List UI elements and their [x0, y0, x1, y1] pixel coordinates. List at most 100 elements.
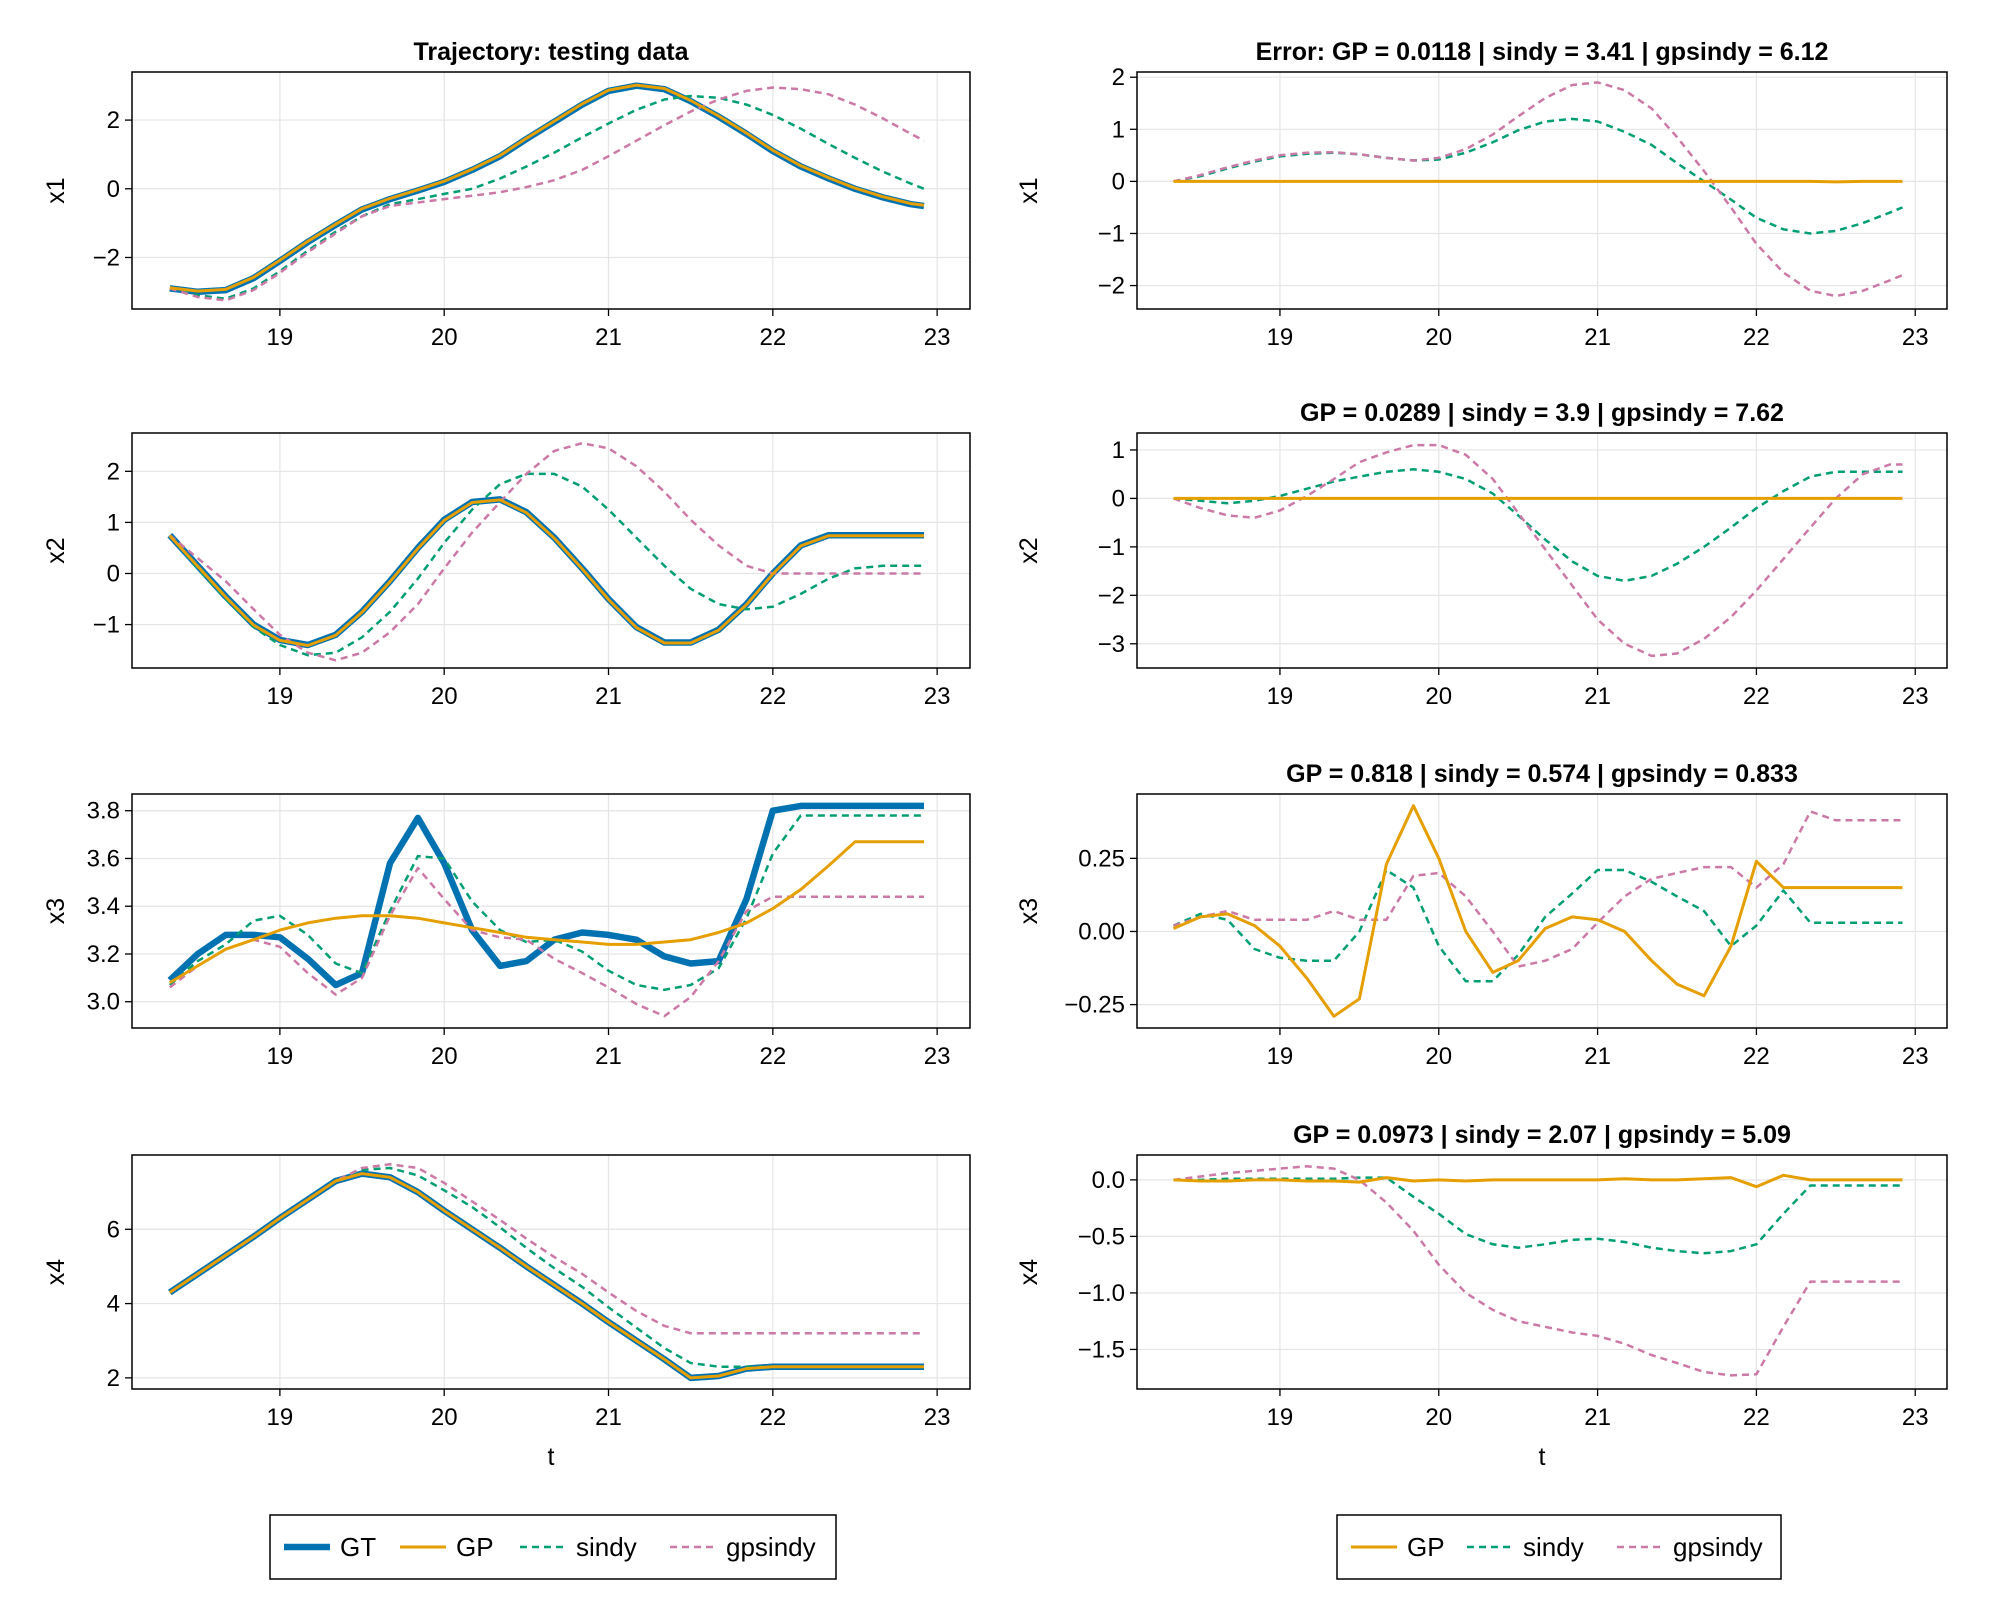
y-tick-label: −1.5	[1078, 1336, 1125, 1363]
series-line-gp	[1172, 804, 1903, 1018]
series-line-sindy	[1173, 1176, 1903, 1255]
y-tick-label: −1.0	[1078, 1280, 1125, 1307]
chart-title: Error: GP = 0.0118 | sindy = 3.41 | gpsi…	[1256, 38, 1829, 66]
y-tick-label: 3.2	[87, 941, 120, 968]
x-tick-label: 23	[1902, 324, 1929, 351]
x-axis-label: t	[1539, 1443, 1546, 1471]
x-tick-label: 19	[1267, 1404, 1294, 1431]
y-tick-label: 0	[107, 176, 120, 203]
x-tick-label: 21	[1584, 1404, 1611, 1431]
axis-frame	[1136, 71, 1948, 310]
legend-right: GP sindy gpsindy	[1336, 1514, 1782, 1580]
x-axis-label: t	[548, 1443, 555, 1471]
x-tick-label: 22	[759, 683, 786, 710]
y-tick-label: 3.8	[87, 798, 120, 825]
x-tick-label: 19	[267, 324, 294, 351]
y-axis-label: x2	[42, 537, 70, 563]
legend-label-sindy: sindy	[1523, 1532, 1584, 1562]
series-line-sindy	[168, 814, 924, 992]
y-axis-label: x3	[1015, 898, 1043, 924]
x-tick-label: 22	[1743, 324, 1770, 351]
x-tick-label: 21	[595, 1043, 622, 1070]
series-line-gp	[1173, 1173, 1903, 1189]
x-tick-label: 20	[1425, 1404, 1452, 1431]
x-tick-label: 23	[1902, 683, 1929, 710]
x-tick-label: 23	[924, 324, 951, 351]
x-tick-label: 23	[924, 1043, 951, 1070]
legend-label-gp: GP	[456, 1532, 494, 1562]
legend-box	[269, 1514, 837, 1580]
chart-title: GP = 0.0289 | sindy = 3.9 | gpsindy = 7.…	[1300, 399, 1784, 427]
chart-title: Trajectory: testing data	[413, 38, 689, 66]
y-tick-label: −1	[1098, 220, 1125, 247]
x-tick-label: 19	[1267, 683, 1294, 710]
y-tick-label: −1	[93, 612, 120, 639]
panel-8: 19 20 21 22 23 −1.5 −1.0 −0.5 0.0 GP = 0.0973 | s…	[1015, 1121, 1948, 1471]
y-tick-label: 3.6	[87, 845, 120, 872]
x-tick-label: 19	[267, 683, 294, 710]
series-line-sindy	[1173, 868, 1903, 983]
y-tick-label: 0.00	[1078, 918, 1125, 945]
x-tick-label: 20	[431, 324, 458, 351]
series-line-gpsindy	[169, 441, 924, 662]
legend-label-gp: GP	[1407, 1532, 1445, 1562]
y-tick-label: 0.0	[1092, 1167, 1125, 1194]
series-line-sindy	[169, 94, 925, 300]
axis-frame	[1136, 432, 1948, 669]
chart-title: GP = 0.818 | sindy = 0.574 | gpsindy = 0…	[1286, 760, 1798, 788]
y-tick-label: 2	[107, 1365, 120, 1392]
y-tick-label: 4	[107, 1291, 120, 1318]
x-tick-label: 19	[267, 1404, 294, 1431]
legend-label-sindy: sindy	[576, 1532, 637, 1562]
y-tick-label: 0	[1112, 485, 1125, 512]
y-tick-label: 0.25	[1078, 845, 1125, 872]
x-tick-label: 21	[1584, 324, 1611, 351]
y-tick-label: −1	[1098, 534, 1125, 561]
x-tick-label: 22	[759, 1404, 786, 1431]
y-tick-label: −2	[93, 244, 120, 271]
y-tick-label: 1	[1112, 116, 1125, 143]
y-tick-label: 2	[107, 458, 120, 485]
x-tick-label: 22	[1743, 1043, 1770, 1070]
axis-frame	[1136, 793, 1948, 1029]
x-tick-label: 20	[1425, 324, 1452, 351]
y-axis-label: x2	[1015, 537, 1043, 563]
y-axis-label: x1	[1015, 177, 1043, 203]
series-line-gpsindy	[1173, 1165, 1903, 1377]
x-tick-label: 21	[1584, 683, 1611, 710]
y-axis-label: x4	[42, 1259, 70, 1286]
axis-frame	[131, 1154, 971, 1390]
legend-label-gt: GT	[340, 1532, 376, 1562]
y-tick-label: 6	[107, 1216, 120, 1243]
x-tick-label: 23	[924, 683, 951, 710]
series-line-sindy	[1173, 468, 1903, 583]
axis-frame	[131, 793, 971, 1029]
series-line-gpsindy	[169, 866, 924, 1018]
x-tick-label: 22	[1743, 1404, 1770, 1431]
panel-1: 19 20 21 22 23 −2 0 2 Trajectory: testing data x1	[42, 38, 971, 351]
legend-label-gpsindy: gpsindy	[726, 1532, 816, 1562]
series-line-gpsindy	[169, 1163, 924, 1335]
y-tick-label: −3	[1098, 631, 1125, 658]
series-line-gpsindy	[1173, 443, 1903, 658]
y-tick-label: 2	[107, 107, 120, 134]
x-tick-label: 21	[595, 324, 622, 351]
x-tick-label: 20	[1425, 683, 1452, 710]
x-tick-label: 23	[924, 1404, 951, 1431]
panel-4: 19 20 21 22 23 −3 −2 −1 0 1 GP = 0.0289 | sindy = …	[1015, 399, 1948, 710]
legends: GT GP sindy gpsindy GP sindy gpsindy	[269, 1514, 1782, 1580]
y-tick-label: 0	[1112, 168, 1125, 195]
axis-frame	[131, 432, 971, 669]
x-tick-label: 21	[595, 1404, 622, 1431]
y-tick-label: −2	[1098, 273, 1125, 300]
series-line-gpsindy	[169, 86, 925, 302]
panel-6: 19 20 21 22 23 −0.25 0.00 0.25 GP = 0.818 | sind…	[1015, 760, 1948, 1070]
y-tick-label: 2	[1112, 64, 1125, 91]
legend-left: GT GP sindy gpsindy	[269, 1514, 837, 1580]
y-tick-label: −0.5	[1078, 1223, 1125, 1250]
y-tick-label: 1	[107, 509, 120, 536]
x-tick-label: 19	[1267, 324, 1294, 351]
panel-5: 19 20 21 22 23 3.0 3.2 3.4 3.6 3.8 x3	[42, 793, 971, 1070]
